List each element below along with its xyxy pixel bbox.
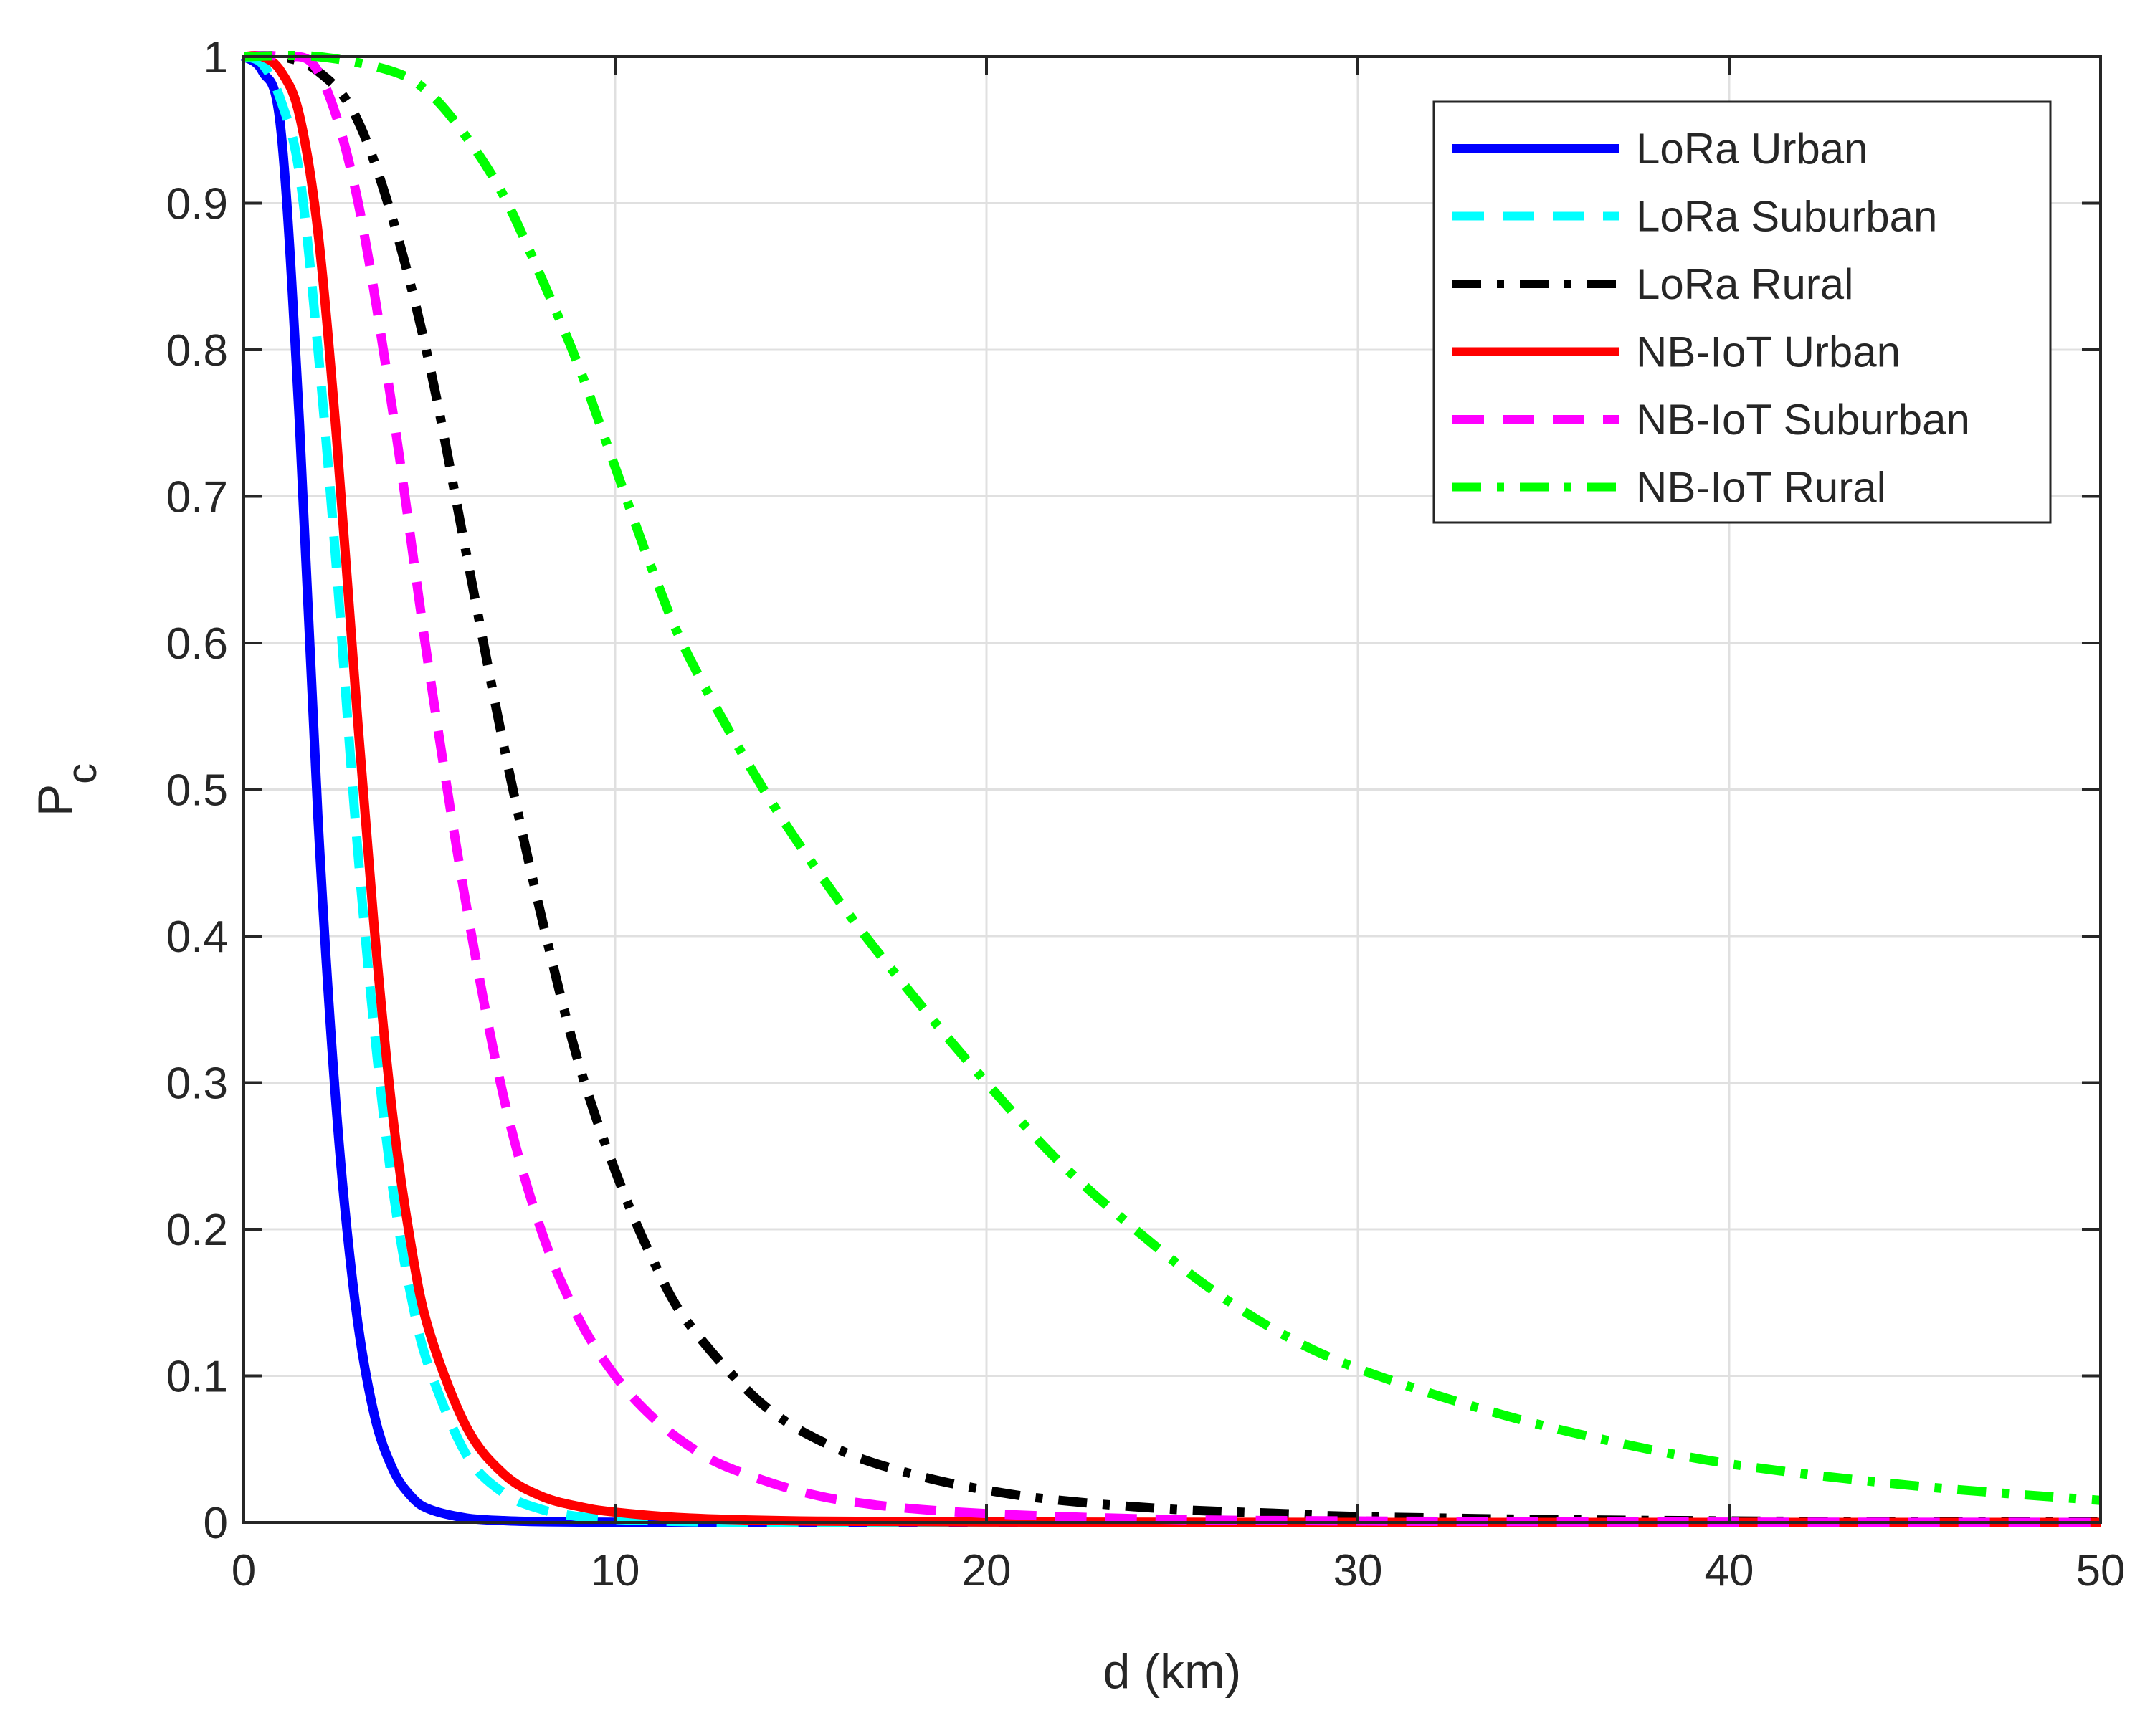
y-tick-label: 0.2	[166, 1206, 228, 1255]
legend-label: LoRa Urban	[1636, 125, 1868, 173]
y-tick-label: 0.8	[166, 326, 228, 376]
legend-label: NB-IoT Rural	[1636, 464, 1886, 512]
y-axis-label-sub: c	[59, 763, 105, 784]
y-tick-label: 0.9	[166, 180, 228, 229]
legend-label: NB-IoT Suburban	[1636, 396, 1970, 444]
y-tick-label: 0	[204, 1499, 228, 1548]
series-line	[243, 50, 2101, 1505]
y-tick-label: 1	[204, 33, 228, 82]
x-tick-label: 10	[591, 1546, 640, 1596]
y-tick-labels: 0 0.1 0.2 0.3 0.4 0.5 0.6 0.7 0.8 0.9 1	[166, 33, 228, 1548]
legend-label: NB-IoT Urban	[1636, 328, 1901, 376]
x-tick-labels: 0 10 20 30 40 50	[232, 1546, 2126, 1596]
ticks	[242, 55, 2102, 1524]
x-tick-label: 30	[1333, 1546, 1383, 1596]
y-axis-label: Pc	[28, 763, 105, 816]
y-tick-label: 0.3	[166, 1059, 228, 1109]
legend-box	[1432, 100, 2052, 524]
y-tick-label: 0.5	[166, 766, 228, 816]
y-axis-label-main: P	[28, 784, 82, 816]
legend-entries: LoRa Urban LoRa Suburban LoRa Rural NB-IoT …	[1452, 125, 1970, 512]
y-tick-label: 0.1	[166, 1353, 228, 1402]
x-axis-label: d (km)	[1103, 1644, 1242, 1699]
x-tick-label: 20	[962, 1546, 1012, 1596]
x-tick-label: 50	[2076, 1546, 2126, 1596]
x-tick-label: 40	[1705, 1546, 1754, 1596]
y-tick-label: 0.4	[166, 912, 228, 962]
legend-label: LoRa Rural	[1636, 260, 1854, 308]
legend-label: LoRa Suburban	[1636, 193, 1937, 241]
svg-text:Pc: Pc	[28, 763, 105, 816]
y-tick-label: 0.7	[166, 473, 228, 523]
grid	[244, 57, 2101, 1522]
y-tick-label: 0.6	[166, 619, 228, 669]
x-tick-label: 0	[232, 1546, 256, 1596]
legend: LoRa Urban LoRa Suburban LoRa Rural NB-IoT …	[1432, 100, 2052, 524]
